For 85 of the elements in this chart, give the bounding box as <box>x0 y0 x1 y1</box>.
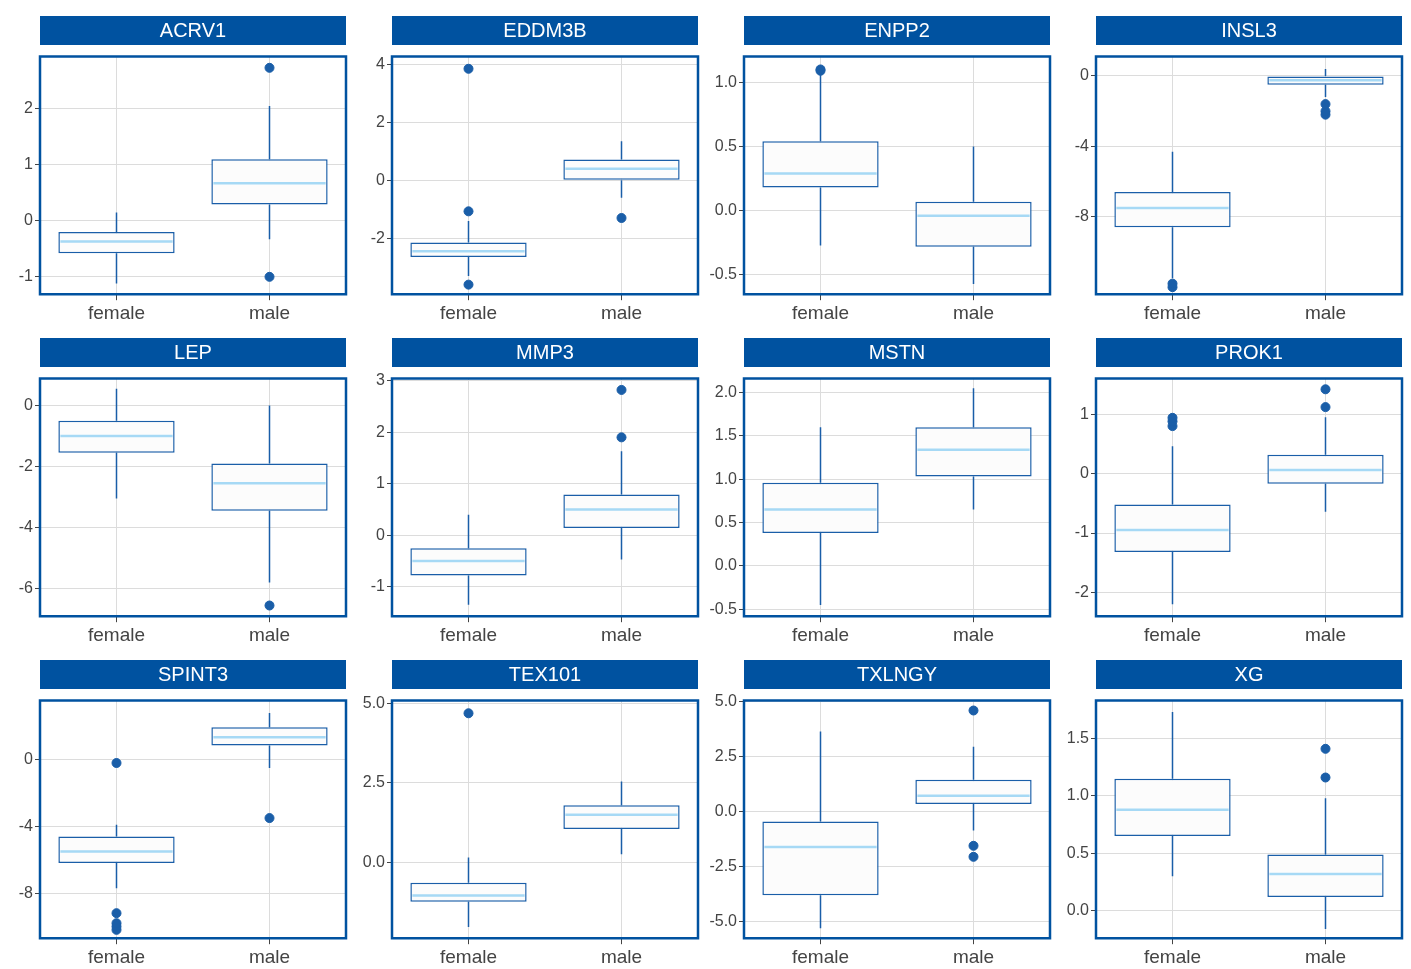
y-tick-label: 0 <box>376 525 386 543</box>
y-tick-label: 1.0 <box>1066 786 1090 804</box>
y-tick-label: 5.0 <box>714 692 738 710</box>
y-tick-label: 1.5 <box>1066 728 1090 746</box>
y-tick-label: -6 <box>18 579 34 597</box>
x-tick-label: male <box>1304 623 1347 645</box>
y-tick-label: 0.5 <box>1066 843 1090 861</box>
chart-title: LEP <box>40 338 346 367</box>
y-tick-label: -1 <box>18 267 34 285</box>
chart-title: TEX101 <box>392 660 698 689</box>
y-tick-label: -8 <box>18 883 34 901</box>
x-tick-label: female <box>87 301 146 323</box>
y-tick-label: 2.0 <box>714 382 738 400</box>
chart-title: EDDM3B <box>392 16 698 45</box>
x-tick-label: female <box>439 945 498 967</box>
chart-title: INSL3 <box>1096 16 1402 45</box>
y-tick-label: 0 <box>376 170 386 188</box>
y-tick-label: 0 <box>24 211 34 229</box>
chart-title: SPINT3 <box>40 660 346 689</box>
y-tick-label: -5.0 <box>709 912 738 930</box>
y-tick-label: 1 <box>376 474 386 492</box>
y-tick-label: 0.0 <box>714 556 738 574</box>
y-tick-label: -1 <box>370 577 386 595</box>
y-tick-label: -0.5 <box>709 599 738 617</box>
y-tick-label: -4 <box>1074 136 1090 154</box>
x-tick-label: female <box>87 945 146 967</box>
x-tick-label: female <box>1143 945 1202 967</box>
y-tick-label: 2 <box>376 422 386 440</box>
y-tick-label: 0.5 <box>714 512 738 530</box>
x-tick-label: female <box>439 301 498 323</box>
x-tick-label: female <box>791 301 850 323</box>
y-tick-label: 3 <box>376 371 386 389</box>
y-tick-label: 1.0 <box>714 469 738 487</box>
y-tick-label: 2 <box>24 99 34 117</box>
y-tick-label: 5.0 <box>362 694 386 712</box>
y-tick-label: 0.0 <box>362 852 386 870</box>
x-tick-label: male <box>248 945 291 967</box>
y-tick-label: 1.0 <box>714 72 738 90</box>
y-tick-label: 0.0 <box>714 802 738 820</box>
y-tick-label: -2.5 <box>709 857 738 875</box>
x-tick-label: male <box>952 945 995 967</box>
x-tick-label: male <box>952 623 995 645</box>
x-tick-label: female <box>1143 301 1202 323</box>
chart-title: TXLNGY <box>744 660 1050 689</box>
y-tick-label: 1.5 <box>714 426 738 444</box>
y-tick-label: -4 <box>18 816 34 834</box>
x-tick-label: male <box>952 301 995 323</box>
chart-title: ACRV1 <box>40 16 346 45</box>
y-tick-label: 0 <box>24 750 34 768</box>
y-tick-label: 2.5 <box>362 773 386 791</box>
y-tick-label: 0.5 <box>714 136 738 154</box>
y-tick-label: 0.0 <box>714 201 738 219</box>
chart-title: ENPP2 <box>744 16 1050 45</box>
chart-title: MMP3 <box>392 338 698 367</box>
y-tick-label: 2.5 <box>714 747 738 765</box>
x-tick-label: male <box>1304 945 1347 967</box>
x-tick-label: male <box>248 301 291 323</box>
x-tick-label: male <box>248 623 291 645</box>
x-tick-label: female <box>791 945 850 967</box>
x-tick-label: male <box>600 623 643 645</box>
chart-title: PROK1 <box>1096 338 1402 367</box>
y-tick-label: 1 <box>24 155 34 173</box>
y-tick-label: -1 <box>1074 523 1090 541</box>
chart-title: XG <box>1096 660 1402 689</box>
y-tick-label: -4 <box>18 518 34 536</box>
x-tick-label: female <box>87 623 146 645</box>
y-tick-label: 0 <box>24 395 34 413</box>
y-tick-label: 0 <box>1080 66 1090 84</box>
x-tick-label: male <box>600 301 643 323</box>
x-tick-label: female <box>1143 623 1202 645</box>
y-tick-label: 0.0 <box>1066 901 1090 919</box>
x-tick-label: male <box>1304 301 1347 323</box>
y-tick-label: 1 <box>1080 404 1090 422</box>
y-tick-label: -2 <box>1074 582 1090 600</box>
chart-title: MSTN <box>744 338 1050 367</box>
y-tick-label: -8 <box>1074 207 1090 225</box>
y-tick-label: 4 <box>376 54 386 72</box>
x-tick-label: female <box>791 623 850 645</box>
y-tick-label: 2 <box>376 112 386 130</box>
x-tick-label: male <box>600 945 643 967</box>
y-tick-label: -2 <box>370 228 386 246</box>
x-tick-label: female <box>439 623 498 645</box>
y-tick-label: 0 <box>1080 464 1090 482</box>
y-tick-label: -0.5 <box>709 265 738 283</box>
y-tick-label: -2 <box>18 456 34 474</box>
